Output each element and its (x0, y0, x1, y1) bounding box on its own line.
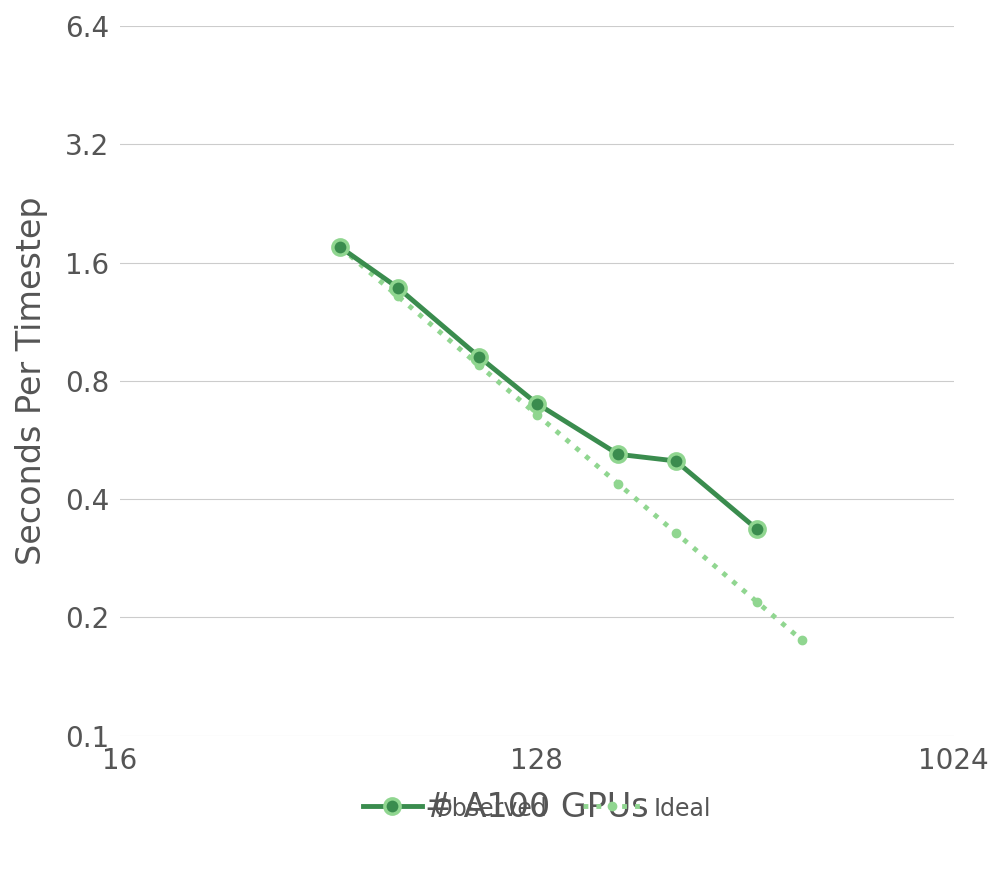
Line: Observed: Observed (332, 239, 764, 537)
Observed (531, 398, 543, 409)
Observed (334, 242, 346, 253)
Line: Ideal: Ideal (336, 243, 805, 644)
X-axis label: # A100 GPUs: # A100 GPUs (424, 791, 648, 824)
Legend: Observed, Ideal: Observed, Ideal (353, 788, 720, 831)
Ideal (612, 478, 624, 489)
Ideal (795, 634, 807, 645)
Observed (750, 524, 762, 535)
Ideal (334, 242, 346, 253)
Ideal (472, 360, 484, 371)
Observed (612, 449, 624, 460)
Y-axis label: Seconds Per Timestep: Seconds Per Timestep (15, 196, 48, 565)
Observed (391, 282, 403, 293)
Ideal (391, 291, 403, 302)
Ideal (669, 528, 681, 538)
Ideal (750, 597, 762, 607)
Ideal (531, 409, 543, 420)
Observed (669, 455, 681, 466)
Observed (472, 351, 484, 362)
